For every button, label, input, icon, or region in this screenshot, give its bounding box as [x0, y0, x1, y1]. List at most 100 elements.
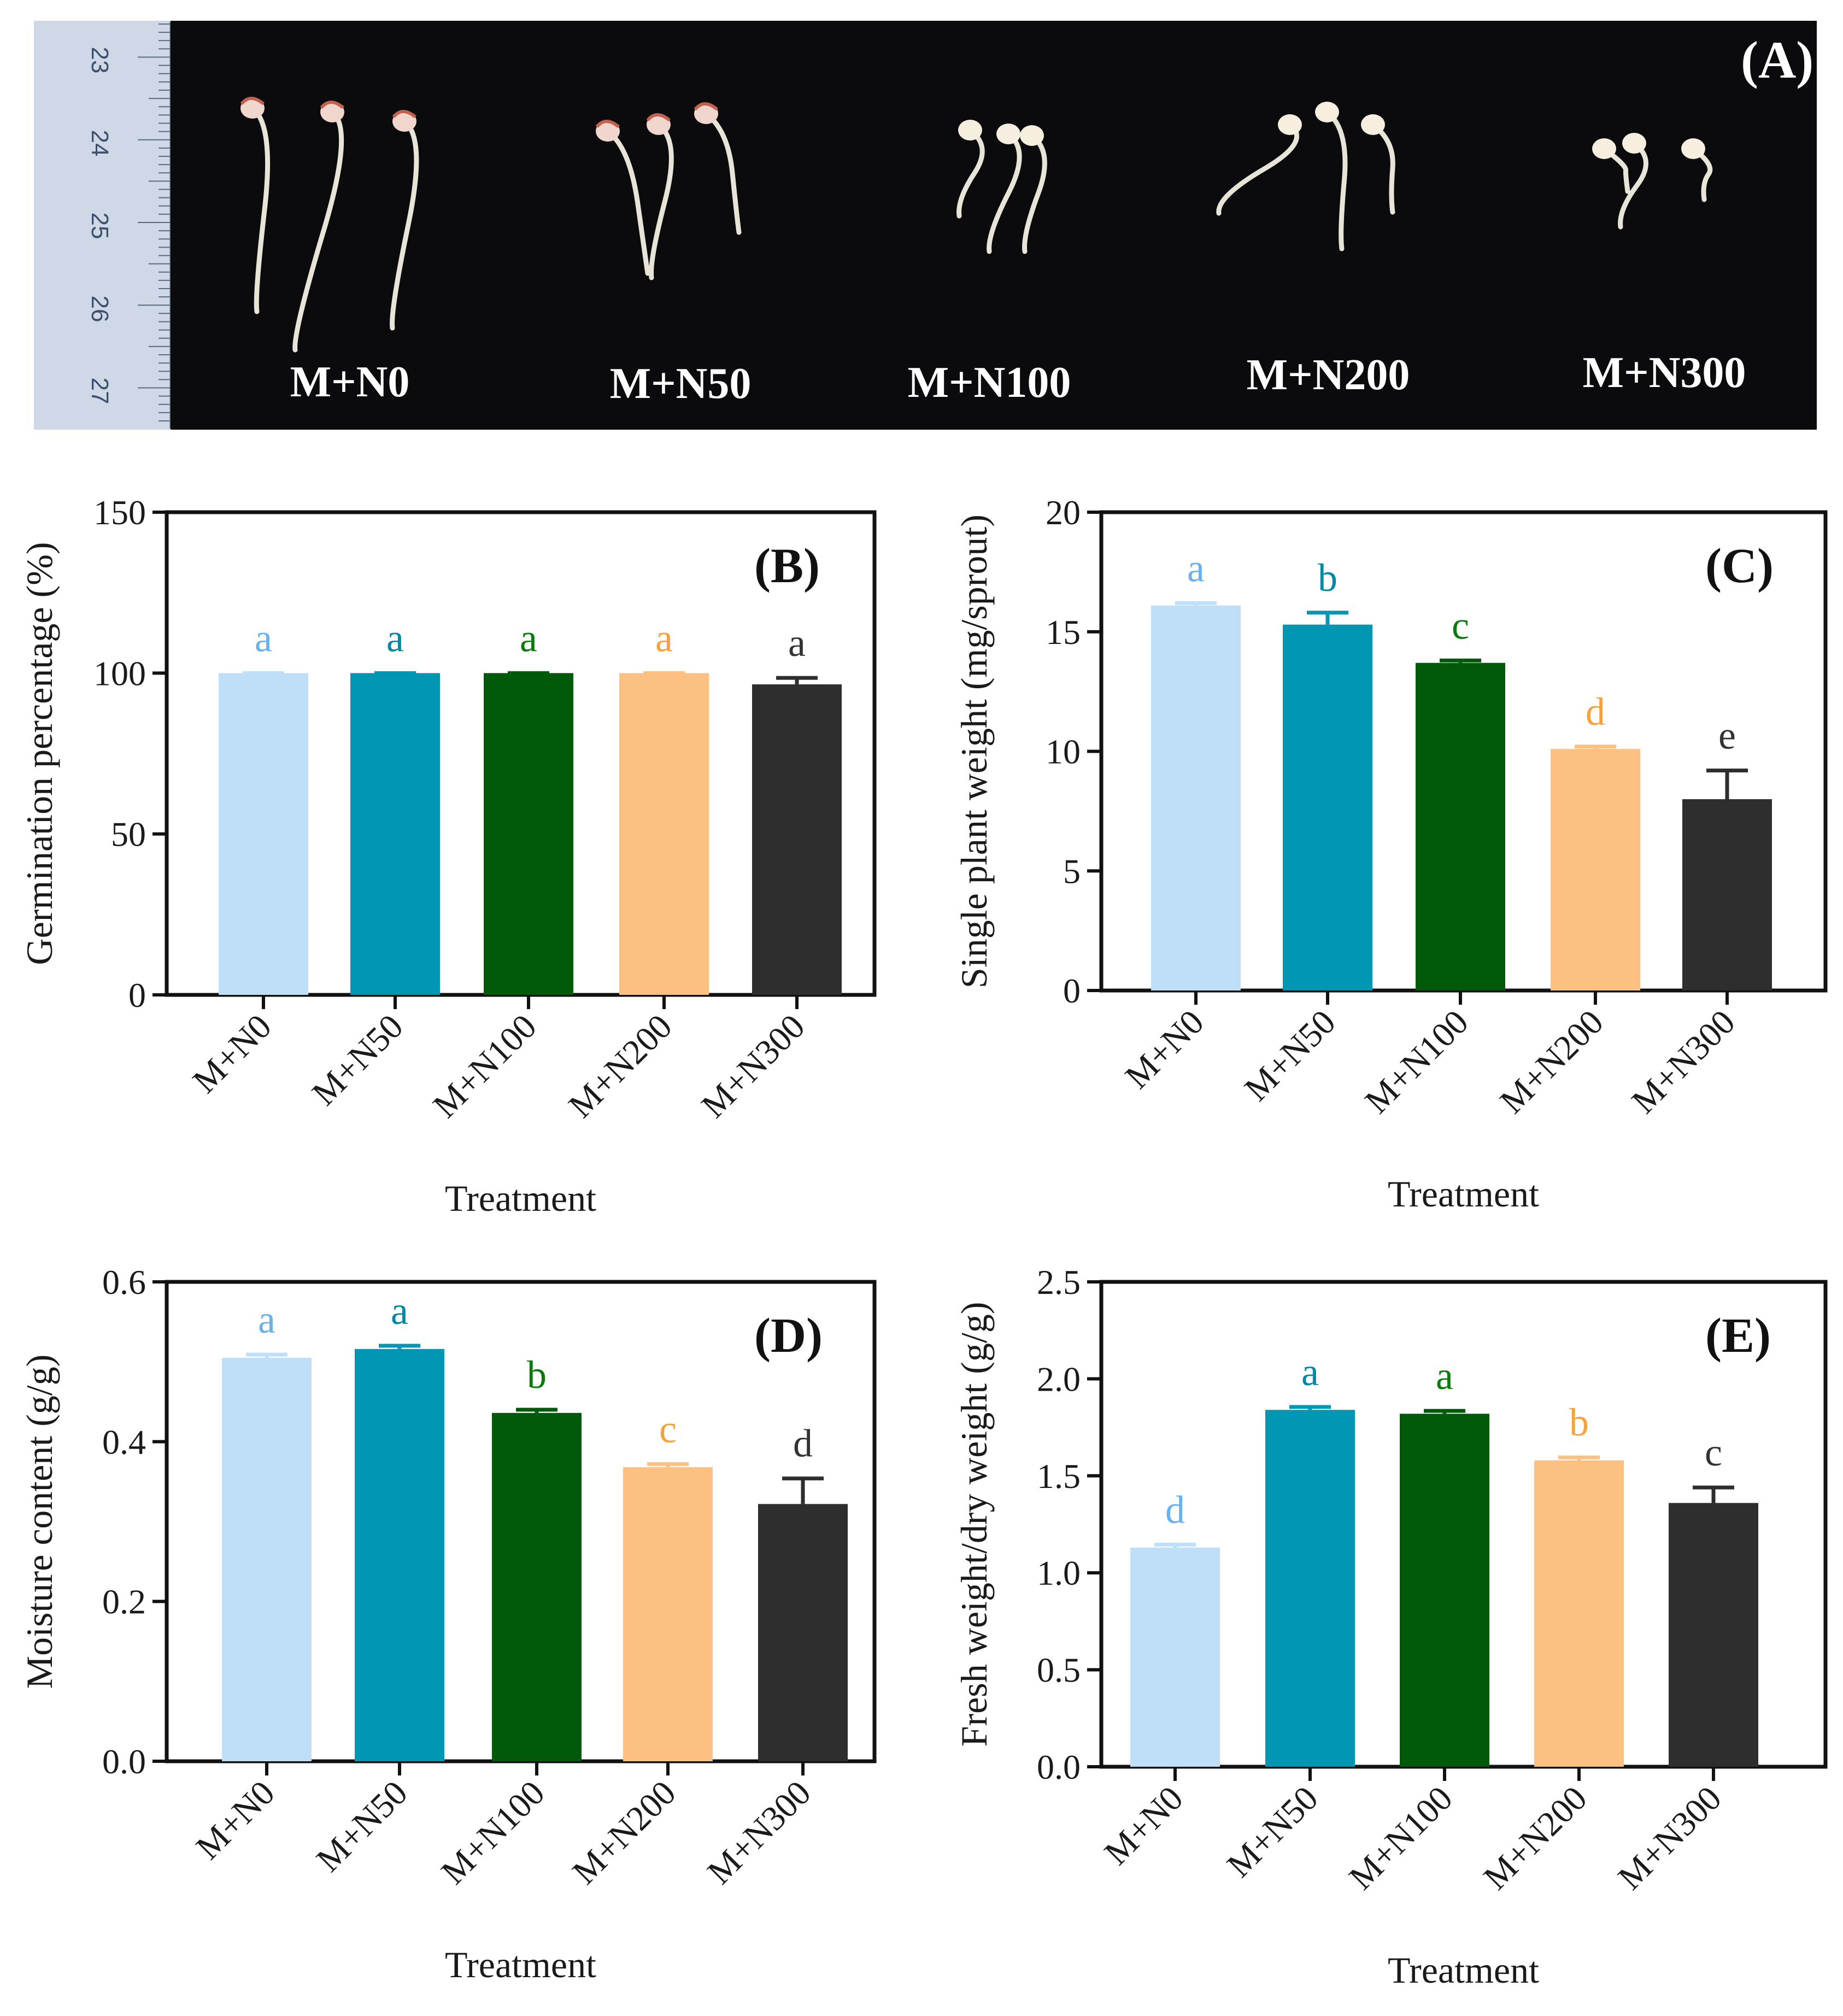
y-tick-label: 1.5 [1037, 1457, 1081, 1496]
bar-m-n100 [484, 673, 573, 995]
sprout-seed [694, 103, 718, 124]
bar-m-n0 [1151, 605, 1241, 991]
x-tick-label-m-n0: M+N0 [1097, 1779, 1190, 1872]
sprout-seed-coat [320, 101, 344, 109]
significance-letter-m-n0: a [255, 616, 272, 660]
significance-letter-m-n50: a [1301, 1350, 1319, 1394]
sprout-stem [703, 111, 742, 235]
panel-label: (C) [1705, 539, 1774, 593]
significance-letter-m-n0: a [1187, 546, 1205, 590]
panel-label: (E) [1705, 1309, 1771, 1363]
sprout-stem [390, 119, 419, 331]
significance-letter-m-n100: a [520, 616, 537, 660]
bar-m-n0 [1130, 1548, 1220, 1767]
y-tick-label: 5 [1063, 852, 1081, 890]
sprouts-illustration [240, 97, 1713, 353]
x-tick-label-m-n100: M+N100 [1341, 1779, 1460, 1897]
x-tick-label-m-n50: M+N50 [304, 1007, 410, 1113]
bar-m-n0 [222, 1357, 312, 1761]
sprout-seed-coat [694, 102, 718, 111]
y-tick-label: 10 [1046, 732, 1081, 771]
sprout-stem [1691, 146, 1713, 202]
sprout-seed-coat [646, 113, 671, 122]
sprout-stem [1618, 140, 1648, 230]
bar-m-n200 [619, 673, 709, 995]
x-tick-label-m-n0: M+N0 [185, 1007, 279, 1100]
sprout-stem [605, 128, 650, 276]
y-axis-title: Moisture content (g/g) [19, 1355, 60, 1689]
ruler [34, 21, 176, 430]
photo-label-m-n200: M+N200 [1247, 351, 1410, 399]
significance-letter-m-n200: c [659, 1407, 677, 1451]
x-axis-title: Treatment [445, 1944, 596, 1985]
ruler-number: 23 [86, 47, 113, 74]
sprout-stem [956, 127, 985, 219]
y-tick-label: 15 [1046, 613, 1081, 652]
sprout-seed [1622, 133, 1646, 154]
x-tick-label-m-n0: M+N0 [1118, 1003, 1211, 1096]
significance-letter-m-n200: d [1586, 690, 1605, 734]
ruler-number: 25 [86, 213, 113, 239]
bar-m-n300 [752, 684, 842, 995]
ruler-number: 24 [86, 130, 113, 157]
sprout-seed [958, 120, 982, 140]
sprout-stem [987, 131, 1022, 254]
significance-letter-m-n200: a [655, 616, 673, 660]
bar-m-n100 [492, 1413, 582, 1761]
ruler-number: 26 [86, 296, 113, 323]
x-tick-label-m-n100: M+N100 [433, 1773, 552, 1892]
significance-letter-m-n300: c [1705, 1431, 1722, 1474]
sprout-stem [1324, 109, 1348, 251]
bar-m-n200 [623, 1467, 713, 1761]
sprout-stem [1022, 133, 1047, 254]
y-axis-title: Single plant weight (mg/sprout) [953, 514, 995, 988]
y-tick-label: 1.0 [1037, 1554, 1081, 1592]
significance-letter-m-n100: c [1452, 603, 1469, 647]
sprout-stem [292, 109, 344, 353]
x-tick-label-m-n50: M+N50 [1219, 1779, 1325, 1885]
y-tick-label: 0.6 [102, 1263, 146, 1302]
sprout-seed [596, 121, 620, 142]
sprout-seed [647, 114, 671, 135]
sprout-stem [649, 122, 674, 280]
sprout-seed-coat [392, 110, 416, 119]
y-tick-label: 0 [128, 976, 146, 1015]
y-tick-label: 150 [93, 493, 146, 532]
photo-label-m-n100: M+N100 [908, 359, 1071, 407]
sprout-seed [1592, 138, 1616, 159]
x-tick-label-m-n300: M+N300 [700, 1773, 818, 1892]
y-tick-label: 2.5 [1037, 1263, 1081, 1302]
sprout-stem [1601, 146, 1630, 194]
bar-m-n50 [1265, 1410, 1355, 1767]
chart-single-plant-weight: 0 5 10 15 20 Single plant weight (mg/sprout) (… [953, 493, 1828, 1215]
significance-letter-m-n0: d [1165, 1488, 1185, 1532]
sprout-seed [1315, 102, 1339, 122]
bar-m-n200 [1534, 1460, 1624, 1767]
y-tick-label: 0.0 [102, 1742, 146, 1781]
x-axis-title: Treatment [1388, 1173, 1539, 1215]
y-tick-label: 0.4 [102, 1422, 146, 1461]
significance-letter-m-n300: d [793, 1422, 813, 1466]
x-tick-label-m-n200: M+N200 [561, 1007, 679, 1126]
sprout-seed [1361, 114, 1385, 135]
sprout-seed [1278, 114, 1302, 135]
x-tick-label-m-n50: M+N50 [309, 1773, 415, 1879]
y-tick-label: 0.5 [1037, 1651, 1081, 1690]
sprout-seed [1020, 125, 1044, 146]
x-axis-title: Treatment [445, 1177, 596, 1219]
significance-letter-m-n300: e [1718, 714, 1736, 758]
sprout-stem [250, 106, 271, 314]
significance-letter-m-n200: b [1569, 1400, 1589, 1444]
chart-moisture-content: 0.0 0.2 0.4 0.6 Moisture content (g/g) (D) a M+… [19, 1263, 877, 1985]
x-tick-label-m-n200: M+N200 [1492, 1003, 1611, 1121]
sprout-seed-coat [595, 120, 620, 128]
x-tick-label-m-n100: M+N100 [1357, 1003, 1476, 1121]
x-axis-title: Treatment [1388, 1949, 1539, 1991]
chart-fresh-dry-weight: 0.0 0.5 1.0 1.5 2.0 2.5 Fresh weight/dry weigh… [953, 1263, 1828, 1991]
panel-label: (D) [754, 1309, 823, 1363]
chart-germination-percentage: 0 50 100 150 Germination percentage (%) (B) a M… [19, 493, 877, 1219]
significance-letter-m-n50: b [1318, 556, 1337, 600]
significance-letter-m-n100: a [1436, 1354, 1453, 1398]
